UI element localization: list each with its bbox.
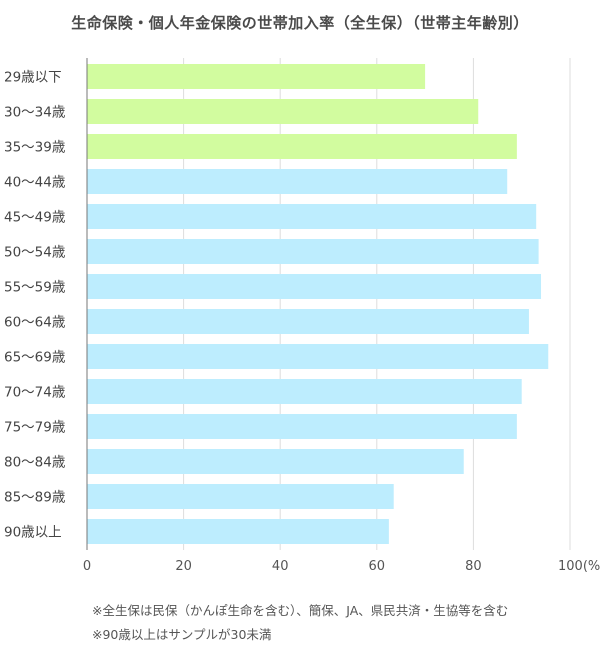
footnote-1: ※全生保は民保（かんぽ生命を含む）、簡保、JA、県民共済・生協等を含む (92, 603, 509, 618)
bar (87, 204, 537, 229)
bar (87, 519, 389, 544)
chart-title: 生命保険・個人年金保険の世帯加入率（全生保）（世帯主年齢別） (71, 14, 529, 32)
category-label: 60～64歳 (4, 315, 66, 331)
category-label: 75～79歳 (4, 420, 66, 436)
bar (87, 274, 542, 299)
category-label: 55～59歳 (4, 280, 66, 296)
x-tick-label: 0 (83, 559, 91, 574)
category-label: 40～44歳 (4, 175, 66, 191)
bar (87, 99, 479, 124)
bar (87, 344, 549, 369)
x-tick-label: 20 (175, 559, 192, 574)
category-label: 30～34歳 (4, 105, 66, 121)
bar (87, 169, 508, 194)
category-label: 29歳以下 (4, 70, 62, 86)
x-tick-label: 80 (465, 559, 482, 574)
x-tick-labels: 0 20 40 60 80 100(%) (83, 559, 600, 574)
bar (87, 309, 529, 334)
category-label: 80～84歳 (4, 455, 66, 471)
bar (87, 414, 517, 439)
category-labels: 29歳以下 30～34歳 35～39歳 40～44歳 45～49歳 50～54歳 55～59… (4, 70, 66, 541)
bar (87, 64, 426, 89)
x-tick-label: 100(%) (558, 559, 600, 574)
bar (87, 379, 522, 404)
category-label: 45～49歳 (4, 210, 66, 226)
bar-chart: 29歳以下 30～34歳 35～39歳 40～44歳 45～49歳 50～54歳 55～59… (4, 58, 600, 574)
bar (87, 449, 464, 474)
bar (87, 239, 539, 264)
category-label: 70～74歳 (4, 385, 66, 401)
category-label: 90歳以上 (4, 525, 62, 541)
category-label: 50～54歳 (4, 245, 66, 261)
x-tick-label: 40 (272, 559, 289, 574)
bar (87, 134, 517, 159)
grid-lines (183, 58, 571, 550)
footnote-2: ※90歳以上はサンプルが30未満 (92, 627, 272, 642)
bars (87, 64, 549, 544)
bar (87, 484, 394, 509)
category-label: 65～69歳 (4, 350, 66, 366)
category-label: 35～39歳 (4, 140, 66, 156)
category-label: 85～89歳 (4, 490, 66, 506)
footnotes: ※全生保は民保（かんぽ生命を含む）、簡保、JA、県民共済・生協等を含む ※90歳… (92, 599, 508, 647)
x-tick-label: 60 (369, 559, 386, 574)
